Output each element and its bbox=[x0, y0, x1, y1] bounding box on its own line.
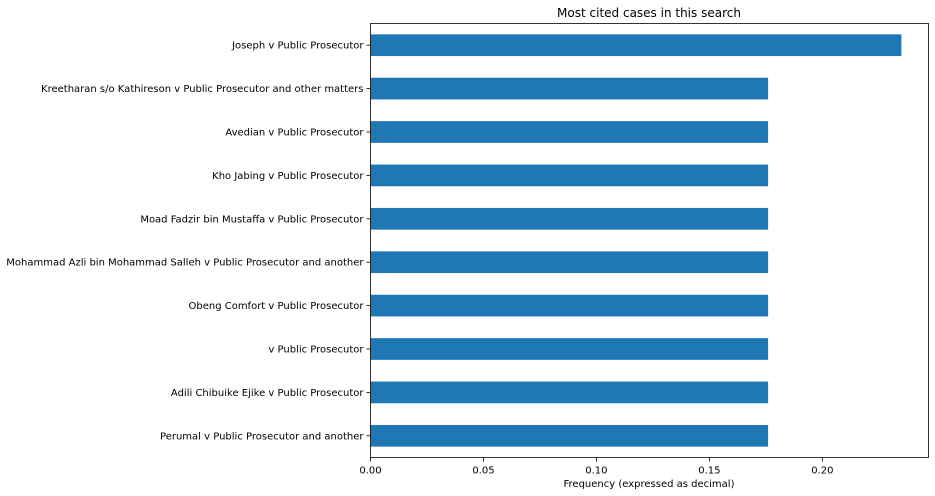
y-tick-label: Avedian v Public Prosecutor bbox=[225, 128, 364, 139]
bar bbox=[370, 121, 769, 143]
bar bbox=[370, 34, 902, 57]
y-tick-label: Kho Jabing v Public Prosecutor bbox=[212, 171, 364, 182]
bar bbox=[370, 164, 769, 187]
x-tick-labels: 0.00 0.05 0.10 0.15 0.20 bbox=[359, 457, 833, 477]
bar bbox=[370, 338, 769, 360]
y-tick-label: Perumal v Public Prosecutor and another bbox=[160, 431, 364, 442]
y-tick-labels: Joseph v Public Prosecutor Kreetharan s/o… bbox=[6, 41, 371, 442]
bar bbox=[370, 294, 769, 317]
x-tick-label: 0.05 bbox=[472, 466, 494, 477]
chart-title: Most cited cases in this search bbox=[557, 6, 741, 20]
bar bbox=[370, 207, 769, 230]
bar bbox=[370, 424, 769, 447]
plot-frame bbox=[370, 23, 929, 458]
y-tick-label: Moad Fadzir bin Mustaffa v Public Prosec… bbox=[140, 214, 364, 225]
y-tick-label: Joseph v Public Prosecutor bbox=[231, 41, 364, 52]
bar bbox=[370, 251, 769, 274]
x-tick-label: 0.20 bbox=[811, 466, 833, 477]
x-tick-label: 0.00 bbox=[359, 466, 381, 477]
x-axis-title: Frequency (expressed as decimal) bbox=[564, 479, 735, 490]
bar bbox=[370, 381, 769, 404]
y-tick-label: Adili Chibuike Ejike v Public Prosecutor bbox=[171, 388, 364, 399]
y-tick-label: v Public Prosecutor bbox=[268, 345, 364, 356]
y-tick-label: Mohammad Azli bin Mohammad Salleh v Publ… bbox=[6, 258, 364, 269]
y-tick-label: Kreetharan s/o Kathireson v Public Prose… bbox=[41, 84, 363, 95]
bar bbox=[370, 77, 769, 100]
x-tick-label: 0.10 bbox=[585, 466, 607, 477]
bars-group bbox=[370, 34, 902, 447]
x-tick-label: 0.15 bbox=[698, 466, 720, 477]
y-tick-label: Obeng Comfort v Public Prosecutor bbox=[188, 301, 364, 312]
